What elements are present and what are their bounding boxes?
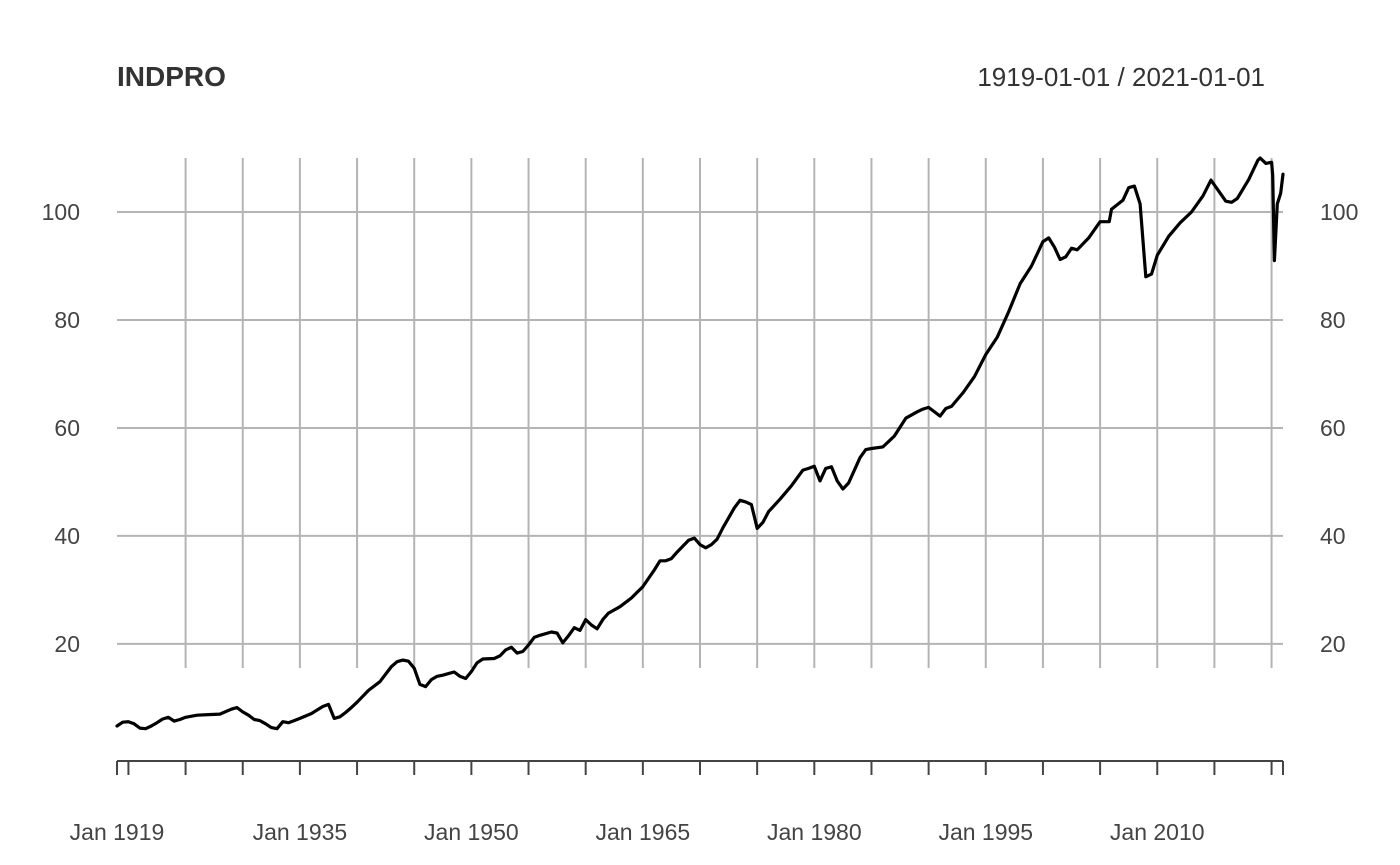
y-tick-label: 60 xyxy=(1320,415,1346,441)
x-axis: Jan 1919 Jan 1935 Jan 1950 Jan 1965 Jan 1980… xyxy=(70,760,1284,845)
x-tick-label: Jan 1995 xyxy=(938,819,1033,845)
y-axis-right: 20 40 60 80 100 xyxy=(1320,199,1358,657)
x-tick-label: Jan 2010 xyxy=(1110,819,1205,845)
x-gridlines xyxy=(184,158,1273,668)
y-tick-label: 80 xyxy=(1320,307,1346,333)
y-tick-label: 40 xyxy=(1320,523,1346,549)
y-tick-label: 80 xyxy=(54,307,80,333)
x-tick-label: Jan 1965 xyxy=(596,819,691,845)
y-gridlines xyxy=(117,210,1283,645)
y-tick-label: 100 xyxy=(42,199,80,225)
x-tick-label: Jan 1935 xyxy=(253,819,348,845)
x-tick-label: Jan 1950 xyxy=(424,819,519,845)
y-axis-left: 20 40 60 80 100 xyxy=(42,199,80,657)
x-tick-label: Jan 1980 xyxy=(767,819,862,845)
y-tick-label: 40 xyxy=(54,523,80,549)
y-tick-label: 60 xyxy=(54,415,80,441)
y-tick-label: 20 xyxy=(54,631,80,657)
series-line xyxy=(115,156,1285,731)
x-tick-label: Jan 1919 xyxy=(70,819,165,845)
y-tick-label: 20 xyxy=(1320,631,1346,657)
y-tick-label: 100 xyxy=(1320,199,1358,225)
chart-title: INDPRO xyxy=(117,61,226,92)
date-range-label: 1919-01-01 / 2021-01-01 xyxy=(977,62,1265,92)
